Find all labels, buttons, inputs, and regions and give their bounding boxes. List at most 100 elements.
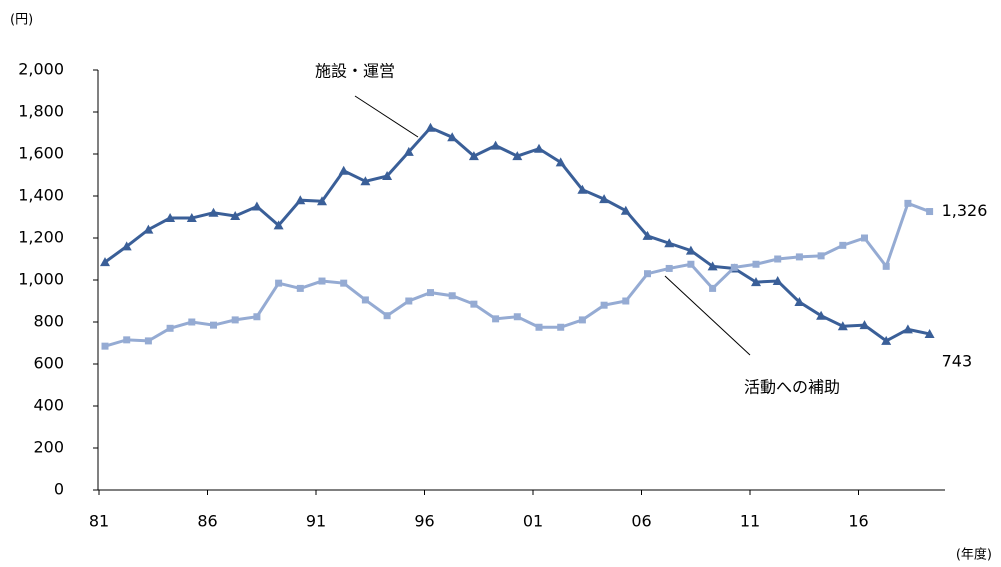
marker <box>774 255 782 263</box>
marker <box>382 171 393 181</box>
data-label: 743 <box>942 351 973 370</box>
marker <box>490 140 501 150</box>
marker <box>447 132 458 142</box>
y-tick-label: 800 <box>33 312 64 331</box>
marker <box>642 230 653 240</box>
marker <box>338 165 349 175</box>
marker <box>794 297 805 307</box>
marker <box>448 292 456 300</box>
marker <box>904 199 912 207</box>
marker <box>275 279 283 287</box>
y-tick-label: 1,400 <box>18 186 64 205</box>
marker <box>186 213 197 223</box>
x-tick-label: 86 <box>197 512 217 531</box>
marker <box>513 313 521 321</box>
marker <box>926 208 934 216</box>
marker <box>208 207 219 217</box>
marker <box>924 328 935 338</box>
marker <box>861 234 868 242</box>
marker <box>664 238 675 248</box>
marker <box>644 270 651 278</box>
marker <box>772 276 783 286</box>
y-tick-label: 1,600 <box>18 144 64 163</box>
marker <box>555 157 566 167</box>
marker <box>512 151 523 161</box>
marker <box>709 284 717 292</box>
marker <box>600 301 608 309</box>
x-tick-label: 06 <box>631 512 651 531</box>
marker <box>100 257 110 267</box>
x-tick-label: 16 <box>848 512 868 531</box>
marker <box>859 320 870 330</box>
marker <box>383 312 391 320</box>
marker <box>144 337 152 345</box>
marker <box>251 201 262 211</box>
marker <box>361 296 369 304</box>
marker <box>492 315 500 323</box>
marker <box>795 253 803 261</box>
y-tick-label: 0 <box>54 480 64 499</box>
marker <box>340 279 348 287</box>
series-annotation: 活動への補助 <box>744 378 840 397</box>
marker <box>902 324 913 334</box>
marker <box>881 335 892 345</box>
marker <box>403 146 414 156</box>
marker <box>752 260 760 268</box>
marker <box>468 151 479 161</box>
series-line <box>104 201 931 348</box>
marker <box>295 195 306 205</box>
x-tick-label: 11 <box>740 512 760 531</box>
x-tick-label: 96 <box>414 512 434 531</box>
y-unit: (円) <box>10 13 33 28</box>
marker <box>687 260 695 268</box>
marker <box>707 261 718 271</box>
marker <box>231 316 239 324</box>
marker <box>534 143 544 153</box>
marker <box>620 205 631 215</box>
marker <box>210 321 217 329</box>
marker <box>143 224 154 234</box>
marker <box>166 324 174 332</box>
x-unit: (年度) <box>956 547 992 563</box>
marker <box>837 321 848 331</box>
marker <box>317 196 327 206</box>
y-tick-label: 1,200 <box>18 228 64 247</box>
marker <box>577 184 588 194</box>
marker <box>557 323 565 331</box>
y-tick-label: 1,800 <box>18 102 64 121</box>
marker <box>425 122 436 132</box>
x-tick-label: 91 <box>306 512 326 531</box>
marker <box>816 310 827 320</box>
marker <box>360 176 371 186</box>
marker <box>622 297 630 305</box>
leader-line <box>664 275 751 356</box>
marker <box>101 342 109 350</box>
marker <box>751 277 761 287</box>
marker <box>253 313 261 321</box>
y-tick-label: 400 <box>33 396 64 415</box>
marker <box>839 241 847 249</box>
marker <box>188 318 196 326</box>
marker <box>296 284 304 292</box>
marker <box>165 213 176 223</box>
marker <box>230 210 241 220</box>
marker <box>318 277 326 285</box>
marker <box>578 316 586 324</box>
marker <box>470 300 478 308</box>
marker <box>685 245 696 255</box>
y-tick-label: 600 <box>33 354 64 373</box>
marker <box>427 289 434 297</box>
marker <box>665 264 673 272</box>
marker <box>123 336 131 344</box>
data-label: 1,326 <box>942 201 988 220</box>
series-annotation: 施設・運営 <box>315 62 395 81</box>
leader-line <box>354 95 419 138</box>
x-tick-label: 81 <box>89 512 109 531</box>
marker <box>535 323 543 331</box>
x-tick-label: 01 <box>523 512 543 531</box>
marker <box>405 297 413 305</box>
marker <box>817 252 825 260</box>
marker <box>882 262 890 270</box>
marker <box>599 194 610 204</box>
